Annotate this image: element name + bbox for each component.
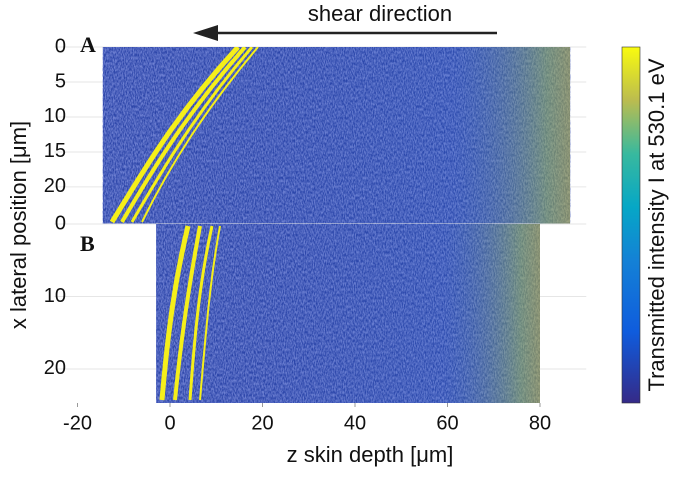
x-tick-label: 60 <box>436 412 458 434</box>
stripes <box>159 225 221 401</box>
x-tick-label: 80 <box>529 412 551 434</box>
plot-layer: 0 5 10 15 20 0 10 20 -20 0 20 40 60 80 <box>44 35 587 434</box>
panel-label: A <box>80 32 96 57</box>
colorbar <box>621 46 641 404</box>
x-tick-label: 0 <box>164 412 175 434</box>
x-tick-label: -20 <box>63 412 92 434</box>
image-glow <box>156 224 540 403</box>
annotation: shear direction <box>308 1 452 26</box>
y-tick-label: 5 <box>55 70 66 92</box>
x-tick-label: 20 <box>251 412 273 434</box>
y-tick-label: 0 <box>55 212 66 234</box>
y-tick-label: 10 <box>44 285 66 307</box>
arrow-head <box>193 25 218 41</box>
y-tick-label: 0 <box>55 35 66 57</box>
y-tick-label: 20 <box>44 175 66 197</box>
x-axis-label: z skin depth [μm] <box>287 442 454 467</box>
y-axis-label: x lateral position [μm] <box>6 121 31 329</box>
colorbar-label: Transmitted intensity I at 530.1 eV <box>644 58 669 391</box>
image-glow <box>102 47 571 224</box>
y-tick-label: 10 <box>44 105 66 127</box>
y-tick-label: 15 <box>44 140 66 162</box>
x-tick-label: 40 <box>344 412 366 434</box>
y-tick-label: 20 <box>44 357 66 379</box>
stripes <box>109 47 259 224</box>
panel-label: B <box>80 231 95 256</box>
